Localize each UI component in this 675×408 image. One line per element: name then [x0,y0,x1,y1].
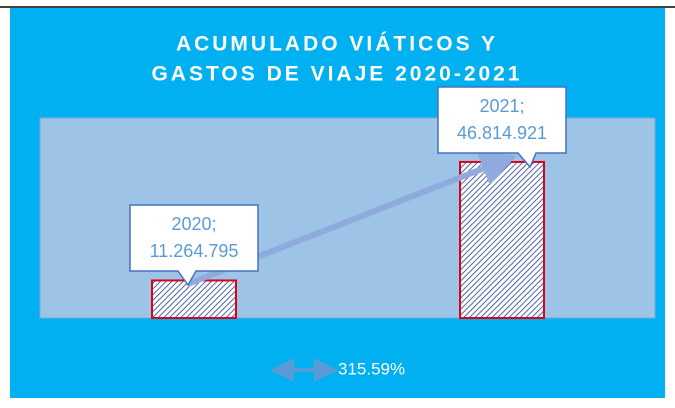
chart-title: ACUMULADO VIÁTICOS Y [176,33,498,56]
data-label: 11.264.795 [150,241,239,261]
chart-title: GASTOS DE VIAJE 2020-2021 [151,63,522,86]
data-label: 46.814.921 [457,123,547,143]
bar [459,160,545,319]
annotation: 315.59% [338,359,405,378]
data-label-category: 2021; [479,96,524,116]
callout-box [129,204,259,287]
bar [151,279,237,319]
data-label-category: 2020; [171,214,216,234]
callout-box [437,86,567,169]
